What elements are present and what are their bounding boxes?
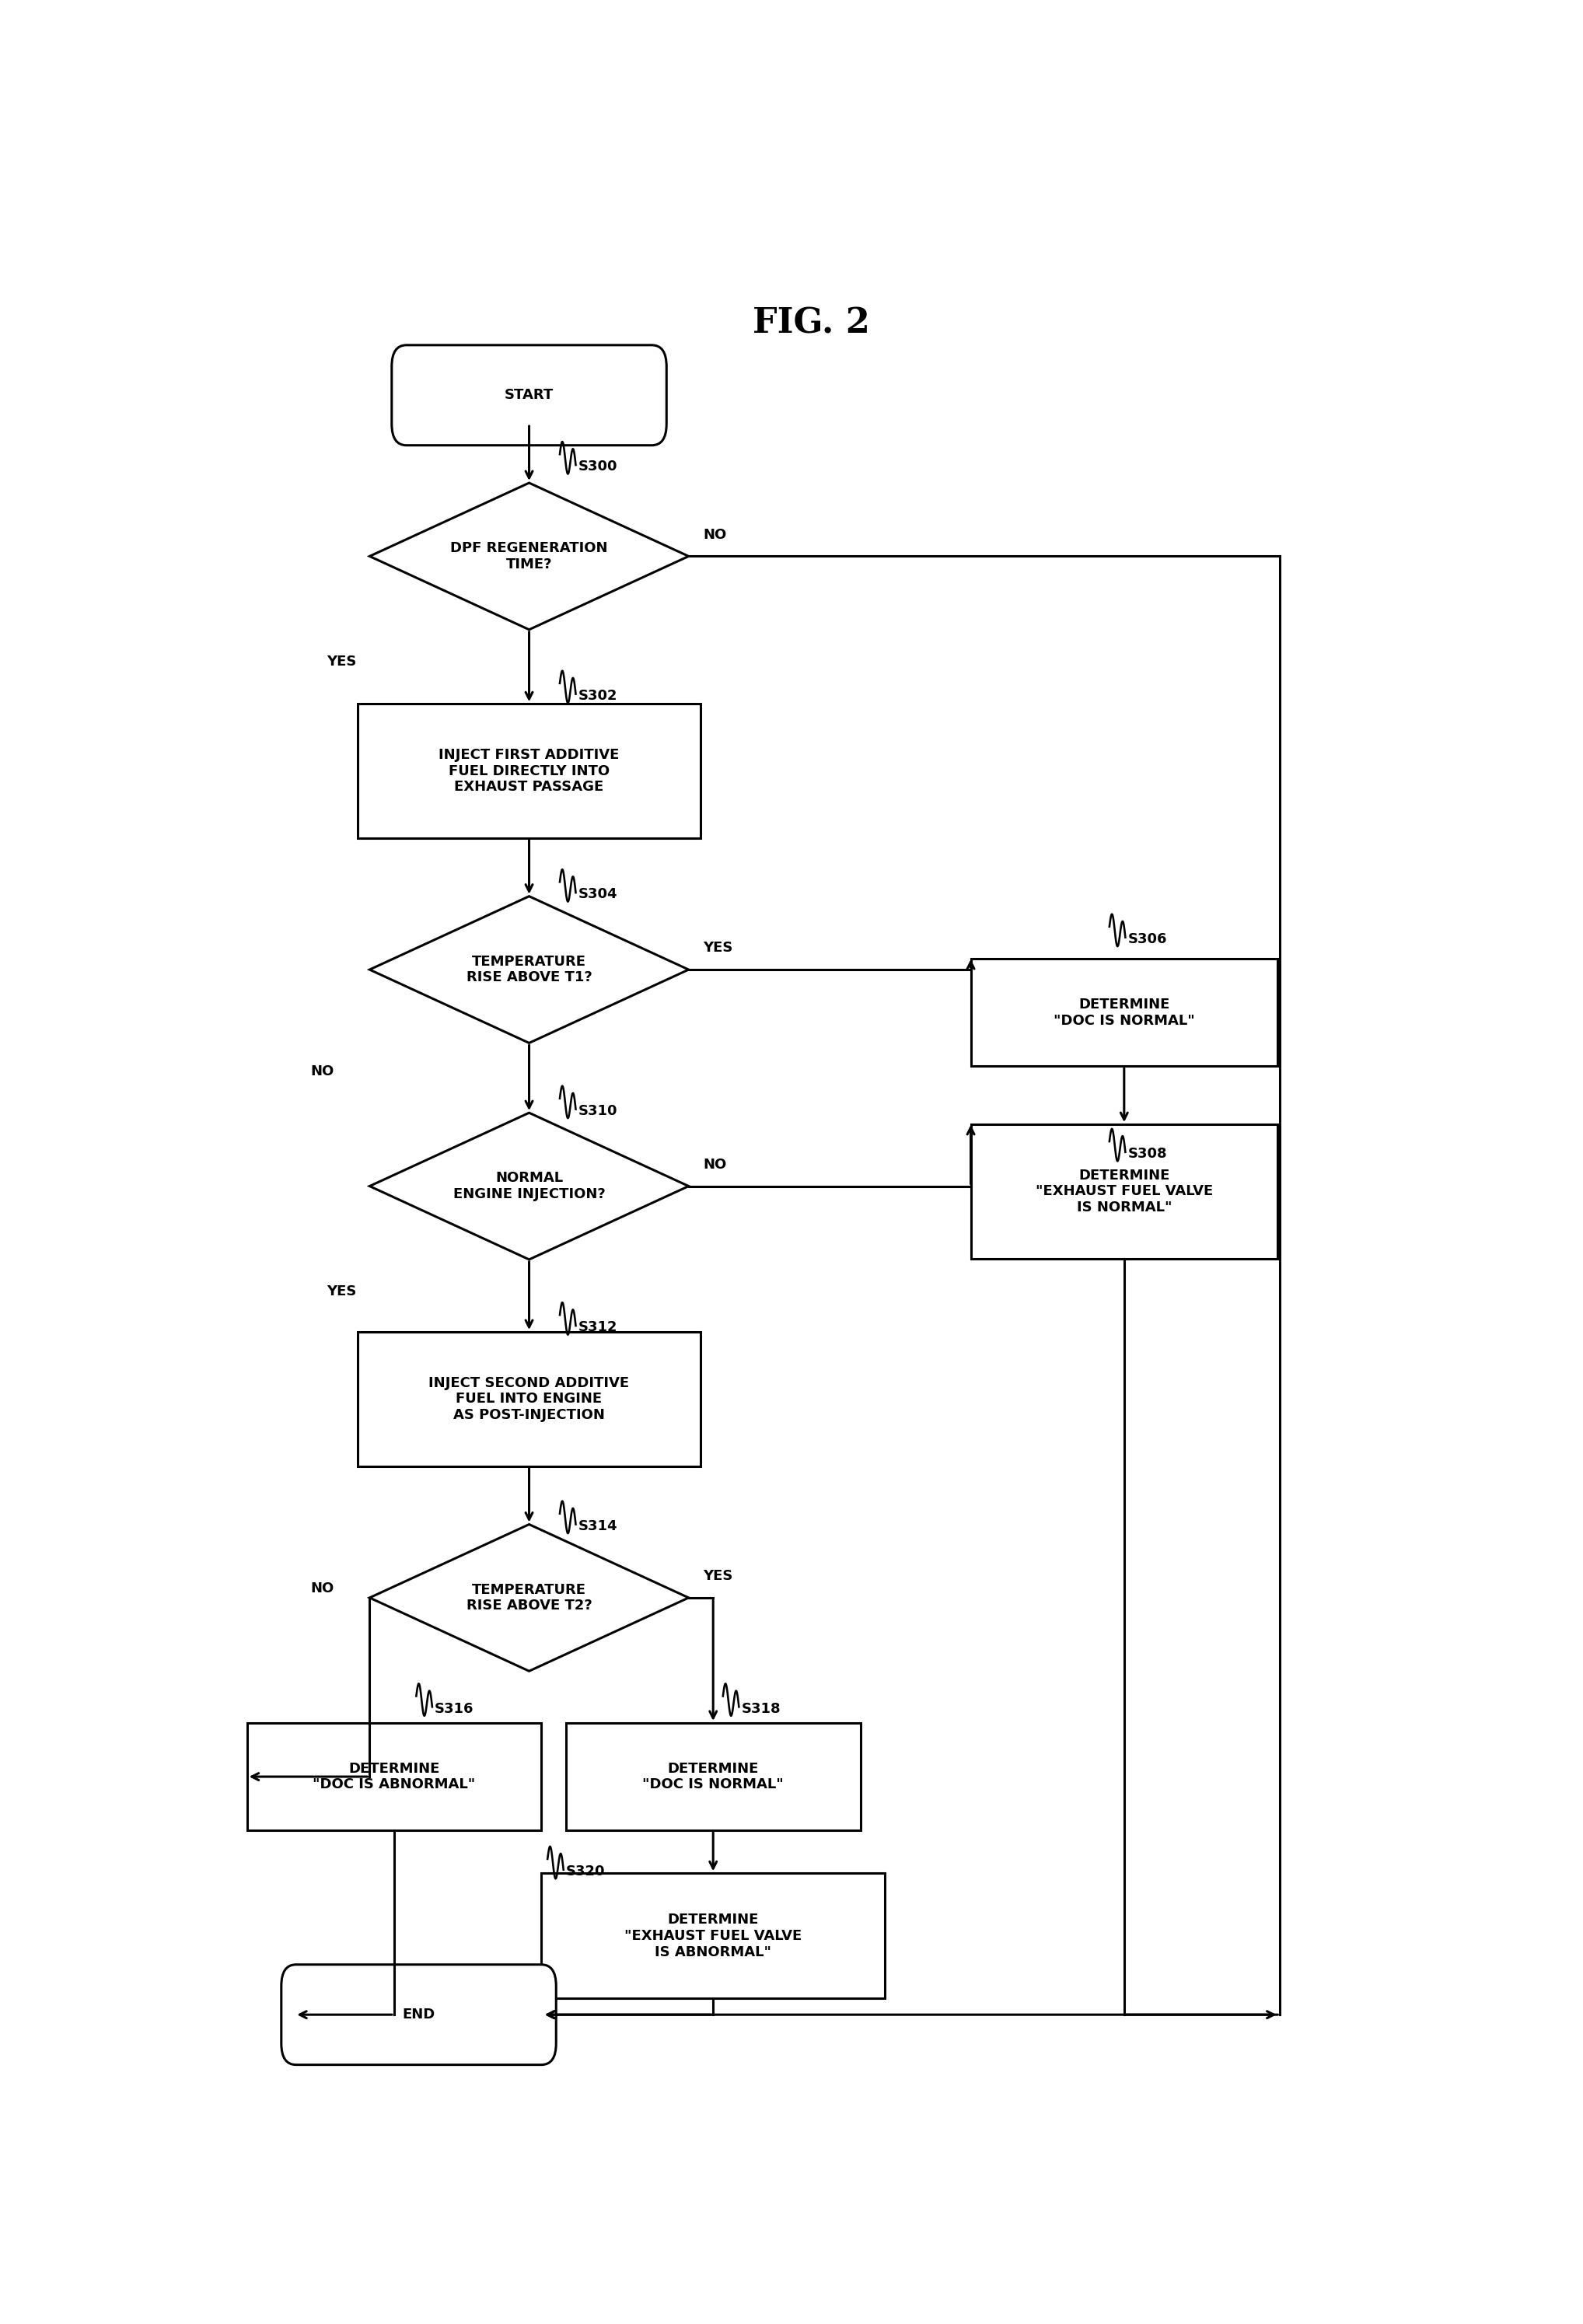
Bar xyxy=(970,1125,1277,1260)
Text: S306: S306 xyxy=(1127,932,1167,946)
Text: S304: S304 xyxy=(578,888,617,902)
Polygon shape xyxy=(370,1113,689,1260)
Text: YES: YES xyxy=(703,941,733,955)
Text: NO: NO xyxy=(310,1064,334,1078)
Text: S318: S318 xyxy=(741,1701,780,1715)
Bar xyxy=(247,1722,541,1831)
Text: S300: S300 xyxy=(578,460,617,474)
Text: INJECT SECOND ADDITIVE
FUEL INTO ENGINE
AS POST-INJECTION: INJECT SECOND ADDITIVE FUEL INTO ENGINE … xyxy=(429,1376,630,1422)
Text: S308: S308 xyxy=(1127,1148,1167,1162)
Text: NO: NO xyxy=(703,528,727,541)
Text: NO: NO xyxy=(310,1583,334,1597)
Text: S320: S320 xyxy=(567,1864,605,1878)
Polygon shape xyxy=(370,897,689,1043)
Text: S310: S310 xyxy=(578,1104,617,1118)
Text: START: START xyxy=(505,388,554,402)
Text: NO: NO xyxy=(703,1157,727,1171)
Text: S312: S312 xyxy=(578,1320,617,1334)
Polygon shape xyxy=(370,483,689,630)
Text: YES: YES xyxy=(326,655,356,669)
Text: DETERMINE
"EXHAUST FUEL VALVE
IS NORMAL": DETERMINE "EXHAUST FUEL VALVE IS NORMAL" xyxy=(1035,1169,1213,1215)
Text: FIG. 2: FIG. 2 xyxy=(752,307,871,339)
Bar xyxy=(567,1722,861,1831)
FancyBboxPatch shape xyxy=(391,344,666,446)
Text: INJECT FIRST ADDITIVE
FUEL DIRECTLY INTO
EXHAUST PASSAGE: INJECT FIRST ADDITIVE FUEL DIRECTLY INTO… xyxy=(438,748,619,795)
FancyBboxPatch shape xyxy=(282,1964,556,2064)
Text: DETERMINE
"EXHAUST FUEL VALVE
IS ABNORMAL": DETERMINE "EXHAUST FUEL VALVE IS ABNORMA… xyxy=(624,1913,803,1959)
Text: S314: S314 xyxy=(578,1520,617,1534)
Polygon shape xyxy=(370,1525,689,1671)
Text: DETERMINE
"DOC IS NORMAL": DETERMINE "DOC IS NORMAL" xyxy=(1053,997,1195,1027)
Bar xyxy=(541,1873,885,1999)
Text: DPF REGENERATION
TIME?: DPF REGENERATION TIME? xyxy=(451,541,608,572)
Text: S316: S316 xyxy=(435,1701,473,1715)
Text: DETERMINE
"DOC IS ABNORMAL": DETERMINE "DOC IS ABNORMAL" xyxy=(313,1762,475,1792)
Text: DETERMINE
"DOC IS NORMAL": DETERMINE "DOC IS NORMAL" xyxy=(643,1762,784,1792)
Text: YES: YES xyxy=(326,1285,356,1299)
Bar xyxy=(358,1332,701,1466)
Bar xyxy=(970,960,1277,1067)
Text: YES: YES xyxy=(703,1569,733,1583)
Text: END: END xyxy=(402,2008,435,2022)
Text: TEMPERATURE
RISE ABOVE T1?: TEMPERATURE RISE ABOVE T1? xyxy=(467,955,592,985)
Text: S302: S302 xyxy=(578,688,617,702)
Text: NORMAL
ENGINE INJECTION?: NORMAL ENGINE INJECTION? xyxy=(453,1171,605,1202)
Bar xyxy=(358,704,701,839)
Text: TEMPERATURE
RISE ABOVE T2?: TEMPERATURE RISE ABOVE T2? xyxy=(467,1583,592,1613)
